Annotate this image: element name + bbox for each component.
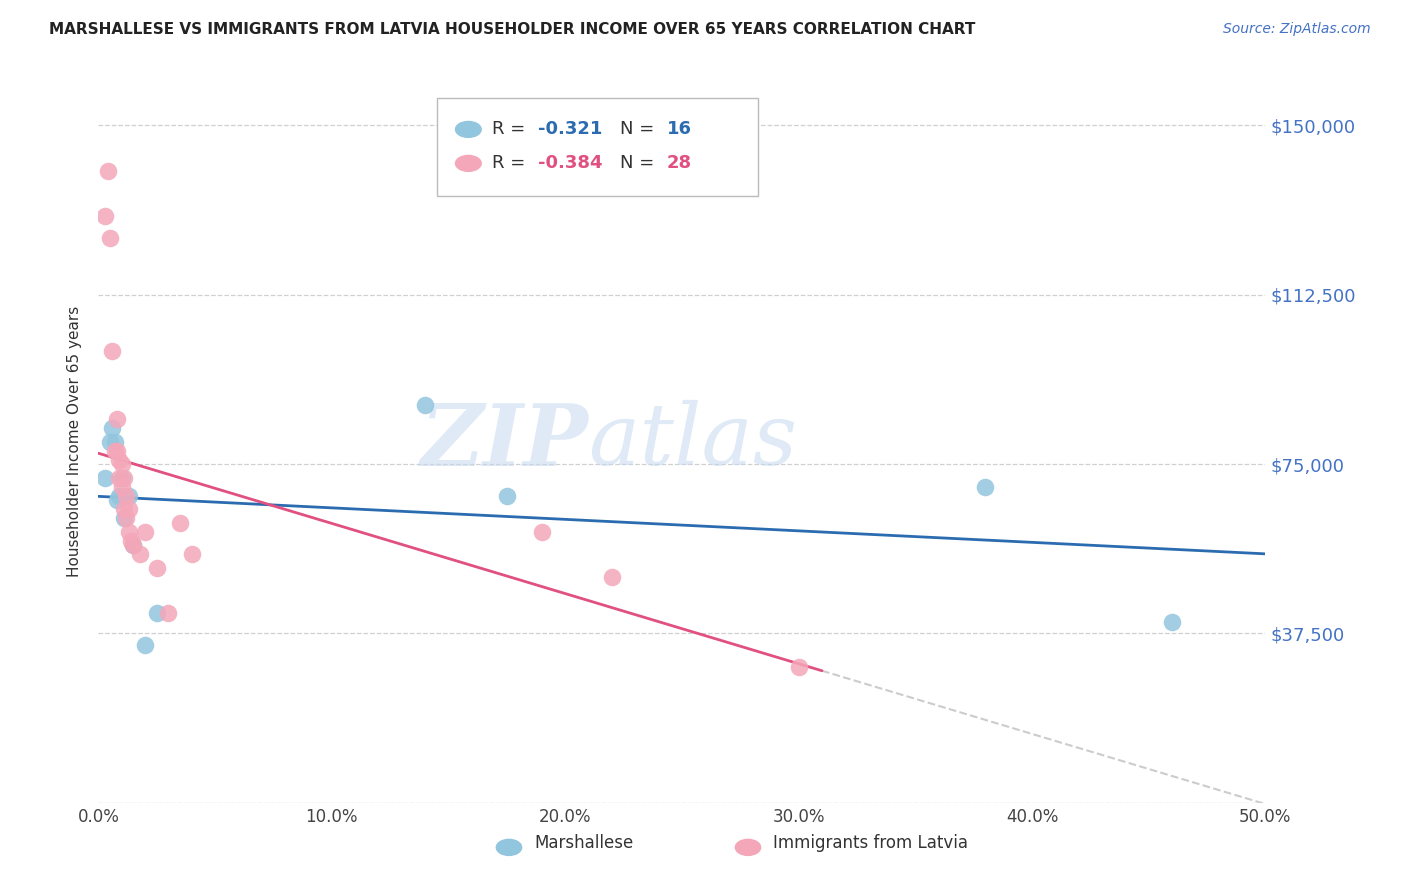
Text: ZIP: ZIP <box>420 400 589 483</box>
Point <box>105 493 128 508</box>
Point <box>146 561 169 575</box>
Text: Marshallese: Marshallese <box>534 834 634 852</box>
Y-axis label: Householder Income Over 65 years: Householder Income Over 65 years <box>67 306 83 577</box>
Point <box>129 548 152 562</box>
Point <box>111 457 134 471</box>
Text: -0.384: -0.384 <box>538 154 603 172</box>
Point <box>111 470 134 484</box>
Text: R =: R = <box>492 154 524 172</box>
Text: atlas: atlas <box>589 401 797 483</box>
Point <box>94 470 117 484</box>
Point <box>94 209 117 223</box>
Point <box>169 516 191 530</box>
Point <box>105 443 128 458</box>
Point <box>122 538 145 552</box>
Point <box>101 344 124 359</box>
Point <box>108 470 131 484</box>
Point <box>118 502 141 516</box>
Point <box>101 421 124 435</box>
Text: 28: 28 <box>666 154 692 172</box>
Point <box>108 452 131 467</box>
Point <box>180 548 202 562</box>
Point <box>120 533 142 548</box>
Point <box>974 480 997 494</box>
Point <box>111 480 134 494</box>
Text: MARSHALLESE VS IMMIGRANTS FROM LATVIA HOUSEHOLDER INCOME OVER 65 YEARS CORRELATI: MARSHALLESE VS IMMIGRANTS FROM LATVIA HO… <box>49 22 976 37</box>
Point <box>157 606 180 620</box>
Point <box>1161 615 1184 630</box>
Point <box>118 524 141 539</box>
Point <box>134 524 156 539</box>
Point <box>122 538 145 552</box>
Point <box>146 606 169 620</box>
Point <box>108 489 131 503</box>
Point <box>413 398 436 412</box>
FancyBboxPatch shape <box>437 98 758 196</box>
Point <box>787 660 810 674</box>
Point <box>115 511 138 525</box>
Point <box>115 489 138 503</box>
Text: N =: N = <box>620 120 654 138</box>
Point <box>134 638 156 652</box>
Point <box>496 489 519 503</box>
Point <box>600 570 623 584</box>
Circle shape <box>456 121 481 137</box>
Text: Immigrants from Latvia: Immigrants from Latvia <box>773 834 969 852</box>
Text: 16: 16 <box>666 120 692 138</box>
Point <box>98 434 121 449</box>
Point <box>112 470 135 484</box>
Point <box>104 434 127 449</box>
Point <box>105 412 128 426</box>
Point <box>98 231 121 245</box>
Point <box>104 443 127 458</box>
Text: Source: ZipAtlas.com: Source: ZipAtlas.com <box>1223 22 1371 37</box>
Point <box>112 502 135 516</box>
Text: -0.321: -0.321 <box>538 120 603 138</box>
Point <box>118 489 141 503</box>
Circle shape <box>456 155 481 171</box>
Point <box>530 524 553 539</box>
Point <box>112 511 135 525</box>
Text: R =: R = <box>492 120 524 138</box>
Point <box>97 163 120 178</box>
Text: N =: N = <box>620 154 654 172</box>
